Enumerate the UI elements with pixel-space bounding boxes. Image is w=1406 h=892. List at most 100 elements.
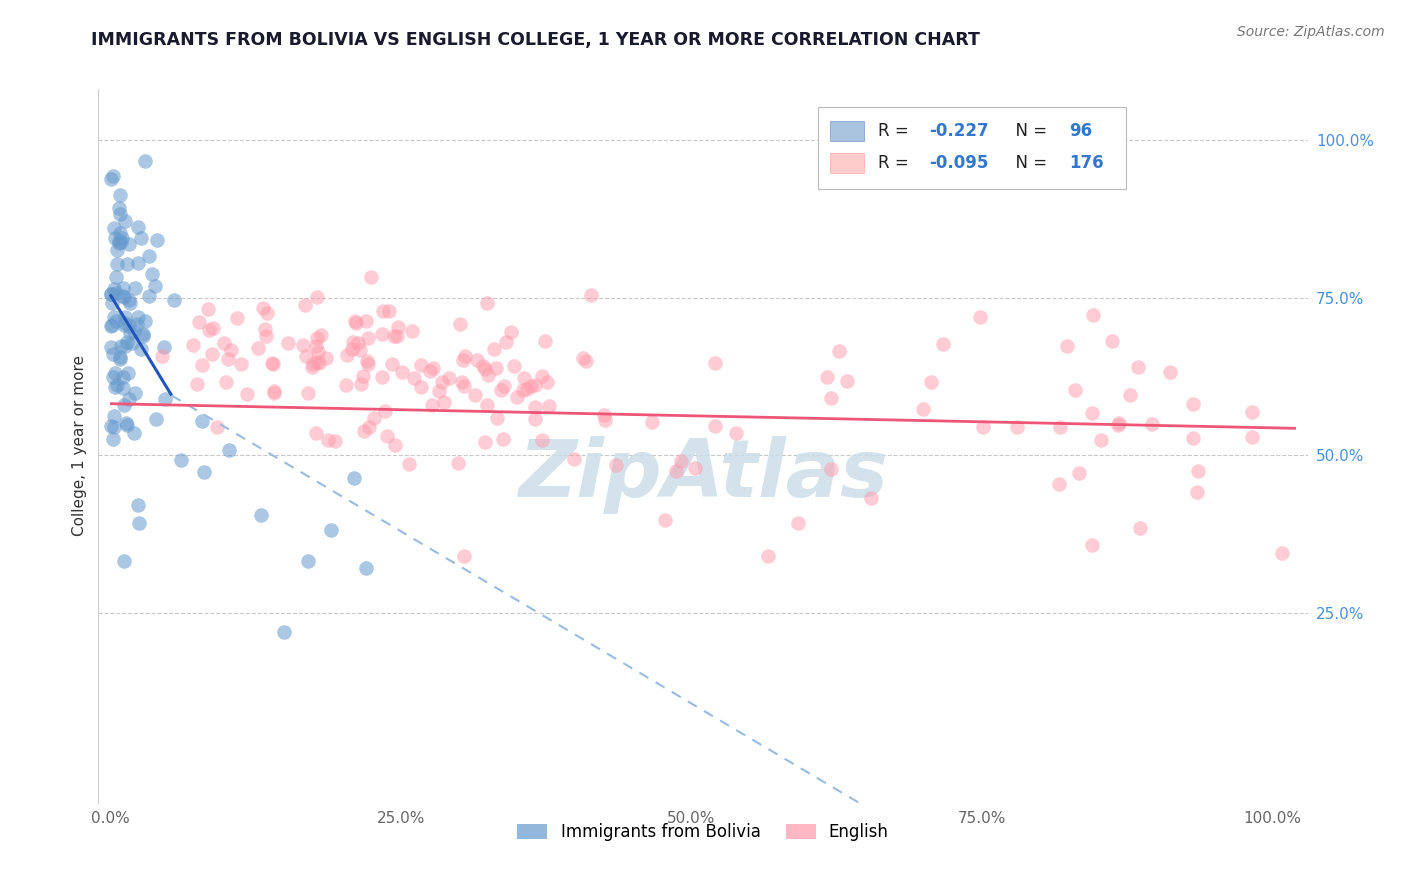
Point xyxy=(475,295,498,310)
Point xyxy=(411,358,433,372)
Point xyxy=(122,425,145,440)
Point xyxy=(449,318,471,332)
Point xyxy=(217,352,239,367)
Point xyxy=(128,516,150,531)
Point xyxy=(1159,365,1181,379)
Point xyxy=(1187,464,1209,478)
Point xyxy=(162,293,184,307)
Point xyxy=(1142,417,1164,431)
Point xyxy=(218,443,240,458)
Point xyxy=(104,379,127,393)
Bar xyxy=(830,120,863,141)
Point xyxy=(451,376,474,390)
Text: 176: 176 xyxy=(1070,153,1104,171)
Point xyxy=(103,432,125,446)
Point xyxy=(273,625,295,640)
Point xyxy=(121,335,143,350)
Point xyxy=(186,376,208,391)
Point xyxy=(357,357,380,371)
Point xyxy=(524,378,547,392)
Point xyxy=(138,250,160,264)
Point xyxy=(820,462,842,476)
Point xyxy=(432,375,454,389)
Point xyxy=(263,384,285,398)
Point xyxy=(308,356,330,370)
Point xyxy=(118,319,141,334)
Point xyxy=(277,335,299,350)
Point xyxy=(472,359,495,373)
Point xyxy=(1107,418,1129,433)
Point xyxy=(305,355,328,369)
Point xyxy=(343,314,366,328)
Point xyxy=(335,377,357,392)
Point xyxy=(236,387,259,401)
Point xyxy=(359,420,381,434)
Point xyxy=(319,523,342,537)
Point xyxy=(506,391,529,405)
Point xyxy=(562,452,585,467)
Text: -0.095: -0.095 xyxy=(929,153,988,171)
Point xyxy=(108,187,131,202)
Point xyxy=(494,378,516,392)
Point xyxy=(1185,485,1208,500)
Point xyxy=(112,290,135,304)
Point xyxy=(1081,538,1104,552)
Point xyxy=(108,350,131,364)
Point xyxy=(100,287,122,301)
Point xyxy=(114,316,136,330)
Point xyxy=(183,338,205,352)
Point xyxy=(346,317,368,331)
Point xyxy=(229,357,252,371)
Point xyxy=(262,355,284,369)
Point xyxy=(111,289,134,303)
Point xyxy=(316,433,339,447)
Point xyxy=(501,326,523,340)
Point xyxy=(201,347,224,361)
Point xyxy=(1081,308,1104,322)
Point xyxy=(530,433,553,447)
Point xyxy=(1240,430,1263,444)
Point xyxy=(375,429,398,443)
Point xyxy=(465,353,488,368)
Point xyxy=(1271,546,1294,560)
Point xyxy=(127,256,149,270)
Point xyxy=(112,553,135,567)
Point xyxy=(641,415,664,429)
Point xyxy=(524,400,547,414)
Point xyxy=(489,383,512,397)
Point xyxy=(815,370,838,384)
Point xyxy=(346,336,368,351)
Point xyxy=(104,366,127,380)
Point xyxy=(120,296,142,310)
Point xyxy=(100,295,122,310)
Point xyxy=(593,412,616,426)
Point xyxy=(605,458,627,473)
Point xyxy=(387,319,409,334)
Point xyxy=(111,381,134,395)
Bar xyxy=(830,153,863,173)
Point xyxy=(787,516,810,530)
Point xyxy=(391,365,413,379)
Point xyxy=(512,383,534,397)
Point xyxy=(108,236,131,251)
Point xyxy=(108,234,131,248)
Point xyxy=(112,318,135,332)
Point xyxy=(197,301,219,316)
Point xyxy=(301,357,323,371)
Point xyxy=(129,342,152,356)
Point xyxy=(262,357,284,371)
Point xyxy=(512,370,534,384)
Point xyxy=(704,419,727,434)
Point xyxy=(219,343,242,357)
Point xyxy=(111,370,134,384)
Point xyxy=(520,378,543,392)
Point xyxy=(530,368,553,383)
Point xyxy=(654,513,676,527)
Point xyxy=(108,226,131,240)
Point xyxy=(593,408,616,422)
Point xyxy=(201,320,224,334)
Point xyxy=(419,364,441,378)
Point xyxy=(911,401,934,416)
Point xyxy=(127,498,149,512)
Point xyxy=(350,376,373,391)
